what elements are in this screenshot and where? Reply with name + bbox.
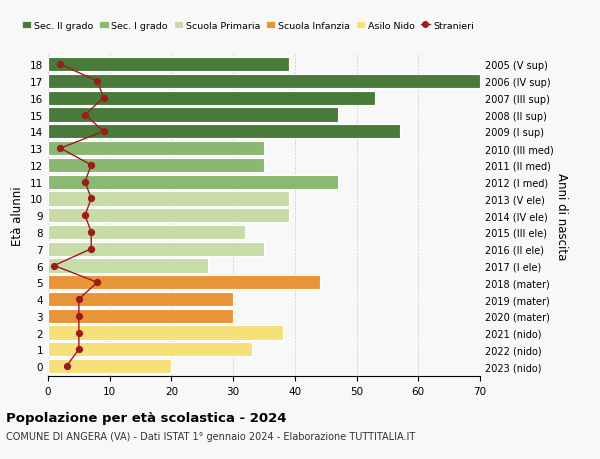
Bar <box>48 326 283 340</box>
Point <box>80 179 90 186</box>
Point <box>74 346 83 353</box>
Point <box>86 196 96 203</box>
Point <box>80 112 90 119</box>
Point <box>56 145 65 152</box>
Point <box>56 62 65 69</box>
Bar <box>48 175 338 190</box>
Point <box>86 162 96 169</box>
Bar <box>48 242 264 256</box>
Bar <box>48 91 375 106</box>
Bar <box>48 58 289 72</box>
Point <box>92 78 102 85</box>
Bar <box>48 108 338 123</box>
Point <box>62 363 71 370</box>
Bar <box>48 125 400 139</box>
Point <box>74 313 83 320</box>
Bar <box>48 142 264 156</box>
Bar <box>48 158 264 173</box>
Text: Popolazione per età scolastica - 2024: Popolazione per età scolastica - 2024 <box>6 411 287 424</box>
Bar <box>48 309 233 323</box>
Y-axis label: Anni di nascita: Anni di nascita <box>554 172 568 259</box>
Bar <box>48 209 289 223</box>
Bar <box>48 75 480 89</box>
Point <box>80 212 90 219</box>
Legend: Sec. II grado, Sec. I grado, Scuola Primaria, Scuola Infanzia, Asilo Nido, Stran: Sec. II grado, Sec. I grado, Scuola Prim… <box>18 18 478 34</box>
Point <box>74 296 83 303</box>
Bar <box>48 359 172 374</box>
Point <box>49 262 59 269</box>
Y-axis label: Età alunni: Età alunni <box>11 186 25 246</box>
Point <box>99 95 109 102</box>
Bar <box>48 259 208 273</box>
Point <box>92 279 102 286</box>
Text: COMUNE DI ANGERA (VA) - Dati ISTAT 1° gennaio 2024 - Elaborazione TUTTITALIA.IT: COMUNE DI ANGERA (VA) - Dati ISTAT 1° ge… <box>6 431 415 442</box>
Bar <box>48 192 289 206</box>
Point <box>99 129 109 136</box>
Bar <box>48 292 233 307</box>
Bar <box>48 342 251 357</box>
Bar <box>48 225 245 240</box>
Point <box>74 329 83 336</box>
Point <box>86 246 96 253</box>
Point <box>86 229 96 236</box>
Bar <box>48 275 320 290</box>
